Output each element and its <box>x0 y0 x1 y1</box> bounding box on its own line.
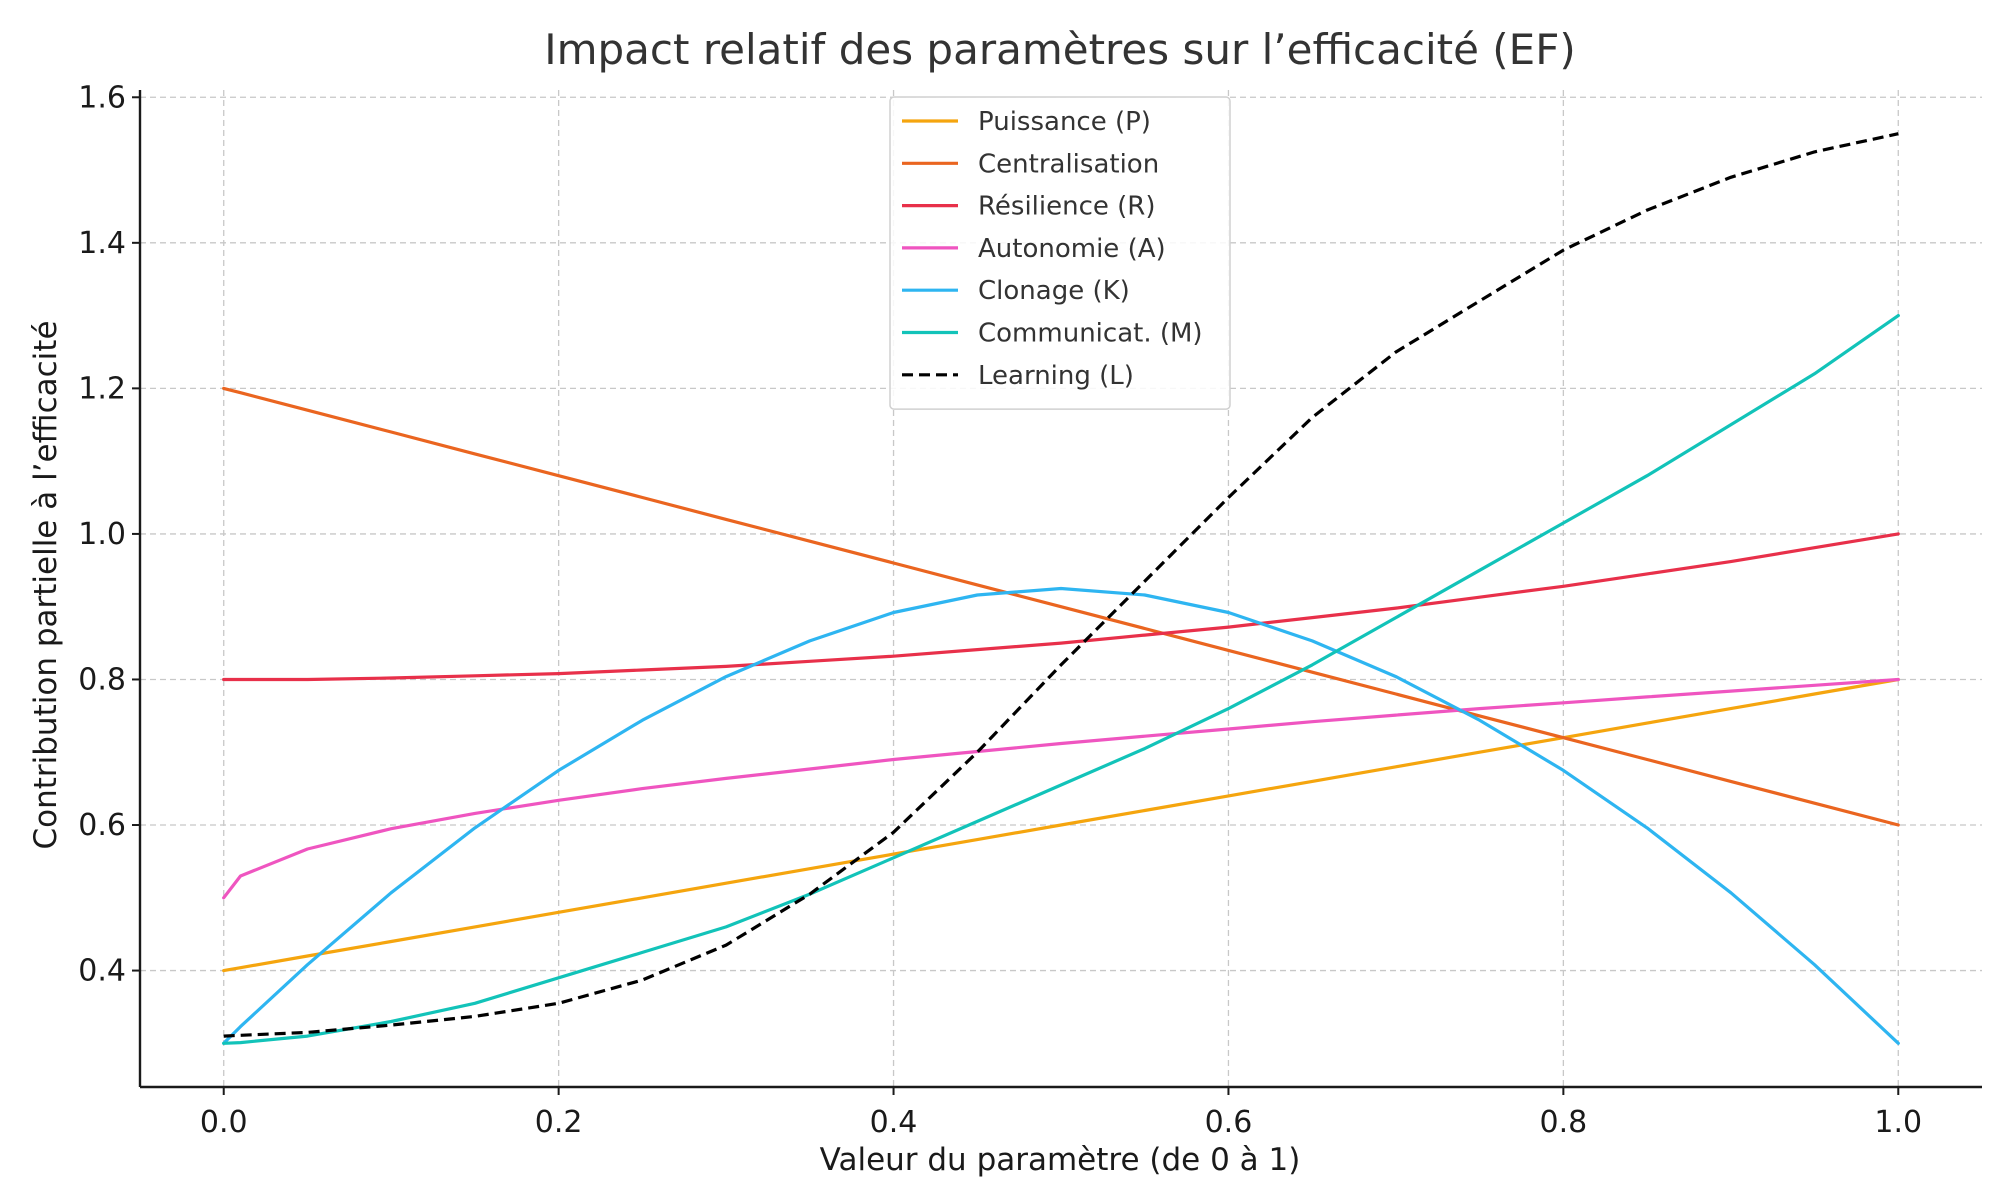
series-line-2 <box>222 386 1900 827</box>
x-tick-label: 0.2 <box>535 1105 583 1140</box>
legend-label: Learning (L) <box>978 361 1134 391</box>
y-tick-label: 1.2 <box>78 371 126 406</box>
y-axis-title: Contribution partielle à l’efficacité <box>28 320 64 849</box>
series-line-4 <box>222 677 1900 900</box>
y-tick-label: 1.6 <box>78 80 126 115</box>
legend-label: Puissance (P) <box>978 107 1151 137</box>
legend-label: Résilience (R) <box>978 192 1156 222</box>
y-tick-label: 0.8 <box>78 662 126 697</box>
legend-label: Centralisation <box>978 149 1159 179</box>
x-tick-label: 0.4 <box>870 1105 918 1140</box>
y-tick-label: 1.4 <box>78 226 126 261</box>
x-tick-label: 0.0 <box>200 1105 248 1140</box>
legend-label: Communicat. (M) <box>978 319 1203 349</box>
legend-box <box>889 96 1231 410</box>
series-line-6 <box>222 314 1900 1045</box>
axes <box>138 90 1982 1089</box>
y-tick-label: 0.6 <box>78 808 126 843</box>
series-line-1 <box>222 677 1900 973</box>
legend-label: Clonage (K) <box>978 276 1130 306</box>
x-tick-label: 1.0 <box>1874 1105 1922 1140</box>
series-line-7 <box>223 132 1899 1038</box>
series-line-3 <box>222 532 1900 682</box>
series-lines <box>222 132 1900 1045</box>
x-tick-label: 0.8 <box>1540 1105 1588 1140</box>
legend: Puissance (P) Centralisation Résilience (R… <box>889 96 1231 410</box>
tick-labels: 0.0 0.2 0.4 0.6 0.8 1.0 0.4 0.6 0.8 1.0 1.2 1.4 1.6 <box>78 80 1922 1140</box>
chart-title: Impact relatif des paramètres sur l’effi… <box>544 25 1576 74</box>
x-axis-title: Valeur du paramètre (de 0 à 1) <box>820 1142 1301 1178</box>
legend-label: Autonomie (A) <box>978 234 1166 264</box>
series-line-5 <box>222 586 1900 1045</box>
x-tick-label: 0.6 <box>1205 1105 1253 1140</box>
y-tick-label: 0.4 <box>78 954 126 989</box>
y-tick-label: 1.0 <box>78 517 126 552</box>
